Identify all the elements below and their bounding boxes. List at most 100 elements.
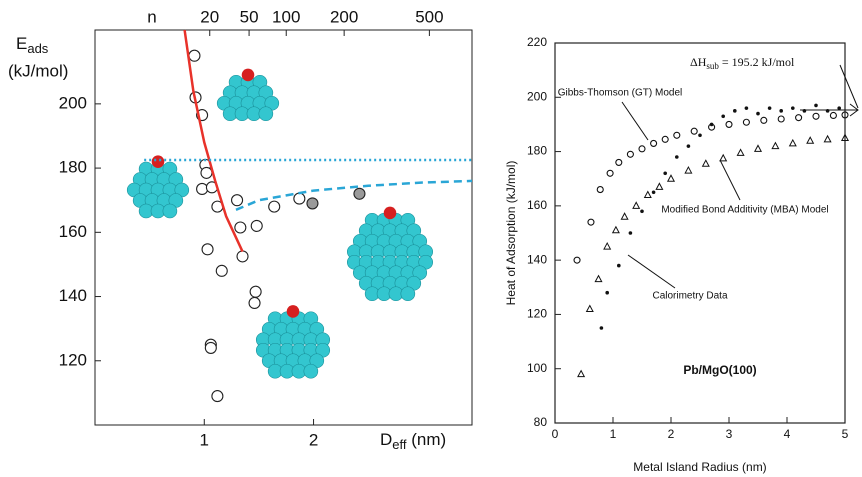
data-point — [779, 109, 783, 113]
data-point — [807, 137, 813, 143]
data-point — [698, 133, 702, 137]
series-label: Calorimetry Data — [652, 291, 727, 302]
data-point — [837, 106, 841, 110]
annotation-sub: sub — [706, 61, 719, 71]
series-label-arrow — [622, 102, 648, 140]
data-point — [237, 251, 248, 262]
y-axis-unit: (kJ/mol) — [8, 61, 68, 80]
data-point — [703, 160, 709, 166]
y-tick-label: 80 — [534, 415, 548, 429]
data-point — [639, 146, 645, 152]
x-tick-label: 2 — [309, 430, 318, 449]
cluster-image — [217, 69, 279, 121]
data-point — [269, 201, 280, 212]
y-axis-label-sub: ads — [27, 41, 48, 56]
data-point — [202, 244, 213, 255]
cluster-image — [256, 305, 330, 378]
x2-tick-label: 20 — [200, 7, 219, 26]
data-point — [755, 145, 761, 151]
x-axis-label-unit: (nm) — [407, 430, 447, 449]
data-point — [205, 342, 216, 353]
y-axis-label: Eads — [16, 34, 49, 56]
atom — [242, 69, 255, 82]
data-point — [294, 193, 305, 204]
data-point — [640, 209, 644, 213]
data-point — [189, 50, 200, 61]
x-axis-label: Deff (nm) — [380, 430, 446, 452]
y-tick-label: 140 — [59, 286, 87, 305]
y-tick-label: 120 — [527, 307, 547, 321]
data-point — [578, 371, 584, 377]
series-label-arrow — [628, 255, 675, 288]
x-tick-label: 0 — [552, 427, 559, 441]
data-point — [232, 195, 243, 206]
x-axis-label-sub: eff — [392, 437, 407, 452]
atom — [401, 287, 415, 301]
data-point — [662, 136, 668, 142]
series-line — [185, 30, 243, 252]
data-point — [685, 167, 691, 173]
data-point — [768, 106, 772, 110]
x-tick-label: 3 — [726, 427, 733, 441]
data-point — [307, 198, 318, 209]
data-point — [813, 113, 819, 119]
atom — [304, 364, 318, 378]
y-tick-label: 100 — [527, 361, 547, 375]
y-tick-label: 180 — [59, 158, 87, 177]
y-tick-label: 160 — [527, 198, 547, 212]
series-label: Modified Bond Additivity (MBA) Model — [661, 205, 828, 216]
x-tick-label: 1 — [200, 430, 209, 449]
data-point — [733, 109, 737, 113]
data-point — [663, 171, 667, 175]
data-point — [249, 297, 260, 308]
data-point — [675, 155, 679, 159]
x2-axis-label: n — [147, 7, 156, 26]
data-point — [668, 175, 674, 181]
x-tick-label: 1 — [610, 427, 617, 441]
x-tick-label: 5 — [842, 427, 849, 441]
data-point — [251, 220, 262, 231]
y-tick-label: 140 — [527, 252, 547, 266]
data-point — [621, 213, 627, 219]
x-axis-label-main: D — [380, 430, 392, 449]
data-point — [743, 119, 749, 125]
data-point — [826, 109, 830, 113]
series-label-arrow — [720, 160, 740, 200]
data-point — [597, 187, 603, 193]
data-point — [574, 257, 580, 263]
data-point — [216, 265, 227, 276]
data-point — [721, 114, 725, 118]
x-tick-label: 4 — [784, 427, 791, 441]
x2-tick-label: 500 — [415, 7, 443, 26]
data-point — [212, 391, 223, 402]
data-point — [605, 291, 609, 295]
data-point — [756, 112, 760, 116]
data-point — [600, 326, 604, 330]
atom — [163, 204, 177, 218]
atom — [259, 107, 273, 121]
data-point — [656, 183, 662, 189]
annotation-arrow — [800, 65, 858, 116]
data-point — [687, 144, 691, 148]
data-point — [803, 109, 807, 113]
data-point — [629, 231, 633, 235]
data-point — [651, 140, 657, 146]
data-point — [201, 167, 212, 178]
data-point — [830, 112, 836, 118]
data-point — [627, 151, 633, 157]
data-point — [588, 219, 594, 225]
data-point — [645, 192, 651, 198]
data-point — [197, 183, 208, 194]
data-point — [616, 159, 622, 165]
atom — [287, 305, 300, 318]
data-point — [745, 106, 749, 110]
data-point — [604, 243, 610, 249]
annotation-main: ΔH — [690, 55, 707, 69]
data-point — [720, 155, 726, 161]
annotation: ΔHsub = 195.2 kJ/mol — [690, 55, 795, 71]
data-point — [354, 188, 365, 199]
series-label: Gibbs-Thomson (GT) Model — [558, 88, 682, 99]
data-point — [737, 149, 743, 155]
data-point — [250, 286, 261, 297]
data-point — [652, 190, 656, 194]
